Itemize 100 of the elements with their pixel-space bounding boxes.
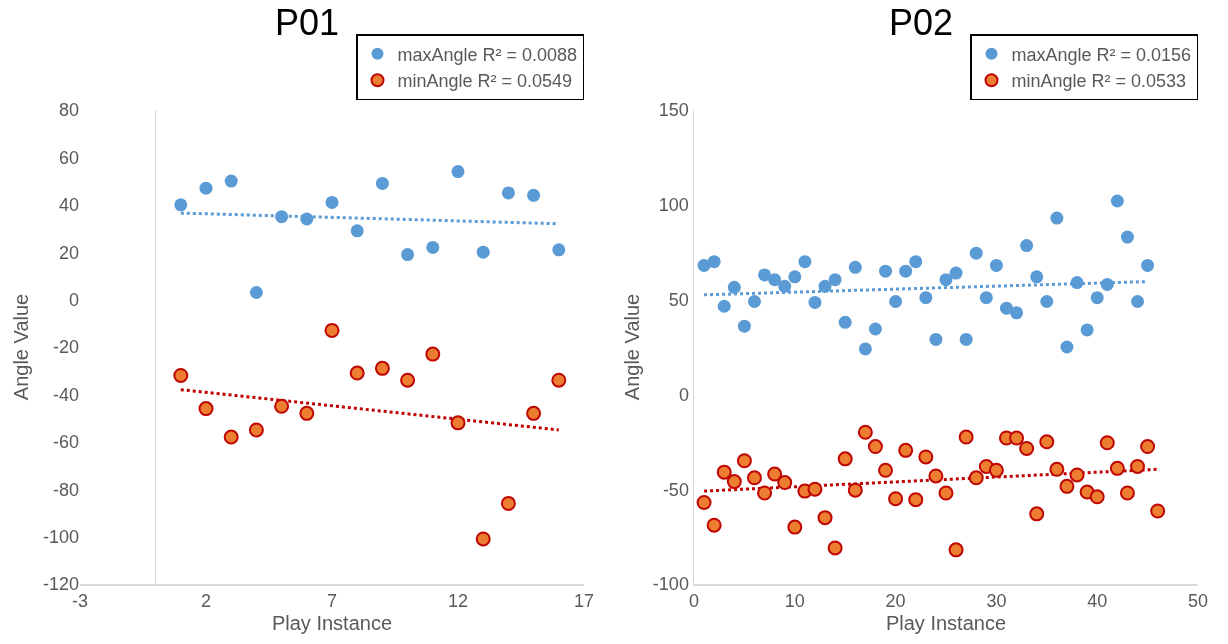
point	[696, 494, 712, 510]
point	[1039, 434, 1055, 450]
point	[909, 255, 923, 269]
point	[939, 273, 953, 287]
point	[697, 258, 711, 272]
point	[787, 519, 803, 535]
point	[1080, 323, 1094, 337]
point	[426, 240, 440, 254]
y-tick-label: -40	[52, 384, 79, 405]
point	[275, 210, 289, 224]
point	[1049, 461, 1065, 477]
point	[174, 198, 188, 212]
point	[958, 429, 974, 445]
point	[768, 273, 782, 287]
point	[1100, 277, 1114, 291]
point	[848, 260, 862, 274]
point	[989, 258, 1003, 272]
point	[706, 517, 722, 533]
y-tick-label: -20	[52, 337, 79, 358]
point	[838, 315, 852, 329]
point	[899, 264, 913, 278]
x-tick-label: 12	[447, 591, 469, 612]
point	[918, 449, 934, 465]
point	[425, 346, 441, 362]
point	[879, 264, 893, 278]
point	[778, 279, 792, 293]
y-tick-label: 150	[658, 100, 689, 121]
legend-label: minAngle R² = 0.0549	[397, 71, 573, 92]
point	[868, 322, 882, 336]
point	[1060, 340, 1074, 354]
point	[1009, 430, 1025, 446]
point	[1010, 306, 1024, 320]
point	[1119, 485, 1135, 501]
point	[199, 181, 213, 195]
legend-label: maxAngle R² = 0.0156	[1011, 44, 1192, 65]
point	[716, 464, 732, 480]
point	[325, 195, 339, 209]
y-tick-label: 50	[668, 289, 689, 310]
point	[707, 255, 721, 269]
y-tick-label: -60	[52, 432, 79, 453]
x-tick-label: 30	[986, 591, 1007, 612]
point	[908, 492, 924, 508]
point	[949, 266, 963, 280]
point	[1030, 270, 1044, 284]
point	[788, 270, 802, 284]
point	[551, 372, 567, 388]
point	[1089, 489, 1105, 505]
point	[1099, 435, 1115, 451]
point	[948, 542, 964, 558]
x-tick-label: 10	[784, 591, 805, 612]
point	[898, 442, 914, 458]
y-tick-label: -100	[42, 526, 79, 547]
y-tick-label: 80	[58, 100, 79, 121]
y-tick-label: -80	[52, 479, 79, 500]
point	[324, 322, 340, 338]
x-tick-label: 17	[573, 591, 595, 612]
y-tick-label: 100	[658, 195, 689, 216]
point	[1130, 458, 1146, 474]
point	[818, 279, 832, 293]
point	[867, 439, 883, 455]
y-tick-label: 0	[678, 384, 689, 405]
point	[777, 475, 793, 491]
point	[1131, 295, 1145, 308]
x-tick-label: 40	[1087, 591, 1108, 612]
y-axis-title: Angle Value	[10, 293, 33, 401]
x-axis-title: Play Instance	[271, 612, 393, 635]
point	[726, 474, 742, 490]
point	[450, 415, 466, 431]
y-tick-label: -50	[662, 479, 689, 500]
point	[198, 401, 214, 417]
point	[274, 398, 290, 414]
point	[767, 466, 783, 482]
point	[959, 332, 973, 346]
point	[1069, 467, 1085, 483]
point	[401, 248, 415, 262]
point	[817, 510, 833, 526]
point	[757, 485, 773, 501]
x-tick-label: 7	[326, 591, 338, 612]
point	[878, 462, 894, 478]
point	[737, 319, 751, 333]
point	[919, 291, 933, 305]
point	[969, 246, 983, 260]
point	[968, 470, 984, 486]
point	[1070, 276, 1084, 290]
point	[500, 495, 516, 511]
point	[988, 462, 1004, 478]
x-tick-label: 2	[200, 591, 212, 612]
legend-label: maxAngle R² = 0.0088	[397, 44, 578, 65]
point	[350, 224, 364, 238]
point	[527, 188, 541, 202]
point	[717, 299, 731, 313]
point	[349, 365, 365, 381]
y-tick-label: 0	[68, 289, 79, 310]
point	[1029, 506, 1045, 522]
point	[736, 453, 752, 469]
point	[1090, 291, 1104, 305]
point	[857, 424, 873, 440]
point	[807, 481, 823, 497]
x-tick-label: 50	[1187, 591, 1209, 612]
point	[1140, 439, 1156, 455]
